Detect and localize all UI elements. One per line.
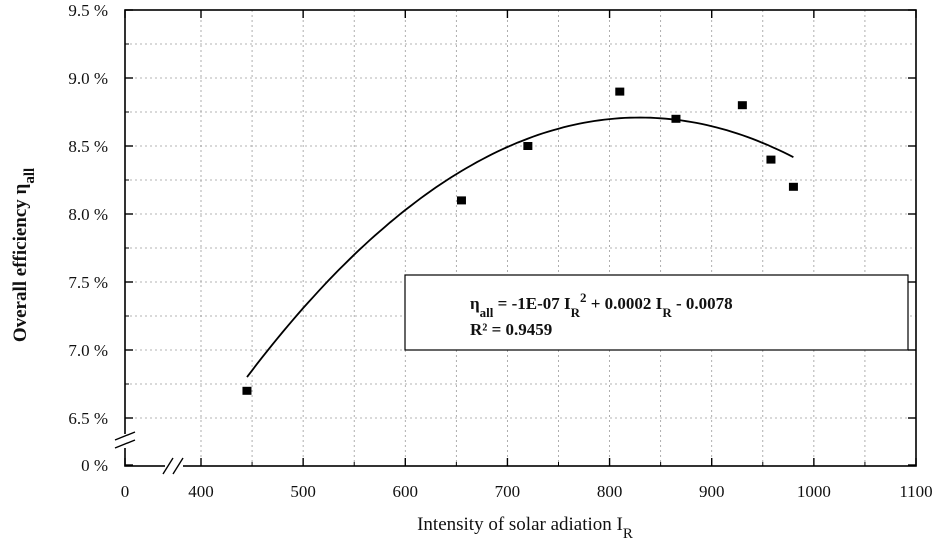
equation-text: ηall = -1E-07 IR2 + 0.0002 IR - 0.0078: [470, 290, 733, 320]
x-tick-label: 900: [699, 482, 725, 501]
data-points: [242, 87, 798, 395]
x-axis-label: Intensity of solar adiation IR: [417, 514, 633, 541]
x-break-slash: [172, 457, 184, 475]
axis-breaks: [114, 431, 184, 475]
data-point: [242, 386, 252, 395]
fit-curve: [246, 116, 794, 378]
y-tick-label: 6.5 %: [68, 409, 108, 428]
y-tick-label: 7.5 %: [68, 273, 108, 292]
x-tick-label: 1100: [899, 482, 932, 501]
x-axis-title: Intensity of solar adiation IR: [417, 514, 633, 541]
plot-border: [124, 9, 917, 467]
x-tick-label: 500: [290, 482, 316, 501]
y-tick-label: 0 %: [81, 456, 108, 475]
x-axis-break: [162, 457, 184, 475]
data-point: [456, 196, 466, 205]
x-tick-label: 700: [495, 482, 521, 501]
data-point: [788, 182, 798, 191]
y-tick-label: 7.0 %: [68, 341, 108, 360]
grid: [125, 10, 916, 466]
data-point: [737, 101, 747, 110]
y-tick-label: 8.5 %: [68, 137, 108, 156]
x-break-slash: [162, 457, 174, 475]
y-break-slash: [114, 431, 136, 441]
y-tick-label: 8.0 %: [68, 205, 108, 224]
equation-box: ηall = -1E-07 IR2 + 0.0002 IR - 0.0078 R…: [404, 274, 909, 351]
data-point: [615, 87, 625, 96]
x-tick-label: 600: [393, 482, 419, 501]
x-tick-label: 400: [188, 482, 214, 501]
x-tick-label: 800: [597, 482, 623, 501]
x-tick-label: 1000: [797, 482, 831, 501]
y-tick-label: 9.5 %: [68, 1, 108, 20]
y-axis-break: [114, 431, 136, 449]
data-point: [523, 142, 533, 150]
data-point: [766, 155, 776, 164]
ticks: [124, 9, 917, 466]
fit-curve-group: [246, 116, 794, 378]
y-break-slash: [114, 439, 136, 449]
x-tick-label: 0: [121, 482, 130, 501]
r-squared-text: R² = 0.9459: [470, 320, 552, 339]
y-axis-title: Overall efficiency ηall: [10, 168, 38, 342]
tick-labels: 0 400 500 600 700 800 900 1000 1100 0 % 6.5 % 7.0 %…: [68, 1, 932, 501]
equation-box-frame: [404, 274, 909, 351]
y-axis-label: Overall efficiency ηall: [10, 168, 38, 342]
data-point: [671, 114, 681, 123]
plot-frame: [124, 9, 917, 467]
y-tick-label: 9.0 %: [68, 69, 108, 88]
